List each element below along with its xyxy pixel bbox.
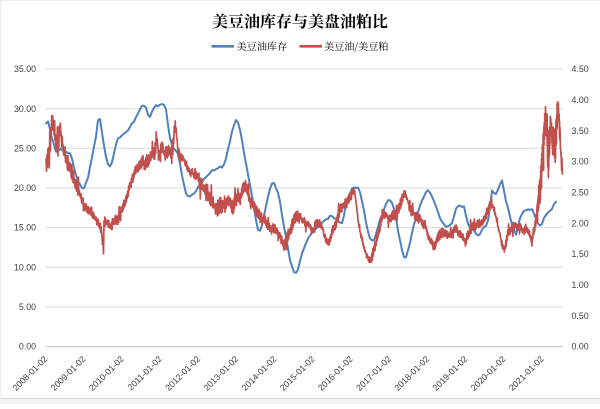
svg-text:1.50: 1.50 (572, 249, 589, 259)
svg-text:25.00: 25.00 (14, 143, 36, 153)
svg-text:0.50: 0.50 (572, 311, 589, 321)
svg-text:35.00: 35.00 (14, 64, 36, 74)
svg-text:0.00: 0.00 (572, 342, 589, 352)
svg-text:4.50: 4.50 (572, 64, 589, 74)
svg-text:1.00: 1.00 (572, 280, 589, 290)
svg-text:5.00: 5.00 (19, 302, 36, 312)
svg-text:2.50: 2.50 (572, 188, 589, 198)
svg-text:4.00: 4.00 (572, 95, 589, 105)
svg-text:20.00: 20.00 (14, 183, 36, 193)
svg-text:0.00: 0.00 (19, 342, 36, 352)
svg-text:3.00: 3.00 (572, 157, 589, 167)
svg-text:30.00: 30.00 (14, 104, 36, 114)
svg-text:15.00: 15.00 (14, 223, 36, 233)
svg-text:10.00: 10.00 (14, 262, 36, 272)
svg-text:2.00: 2.00 (572, 218, 589, 228)
svg-text:3.50: 3.50 (572, 126, 589, 136)
